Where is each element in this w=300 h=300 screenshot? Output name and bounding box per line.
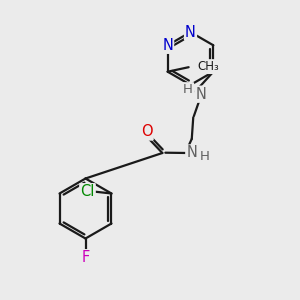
Text: N: N <box>195 87 206 102</box>
Text: N: N <box>185 25 196 40</box>
Text: N: N <box>186 146 197 160</box>
Text: Cl: Cl <box>80 184 95 199</box>
Text: H: H <box>200 150 210 164</box>
Text: N: N <box>162 38 173 53</box>
Text: O: O <box>141 124 153 140</box>
Text: H: H <box>183 83 193 96</box>
Text: F: F <box>81 250 90 265</box>
Text: CH₃: CH₃ <box>197 60 219 73</box>
